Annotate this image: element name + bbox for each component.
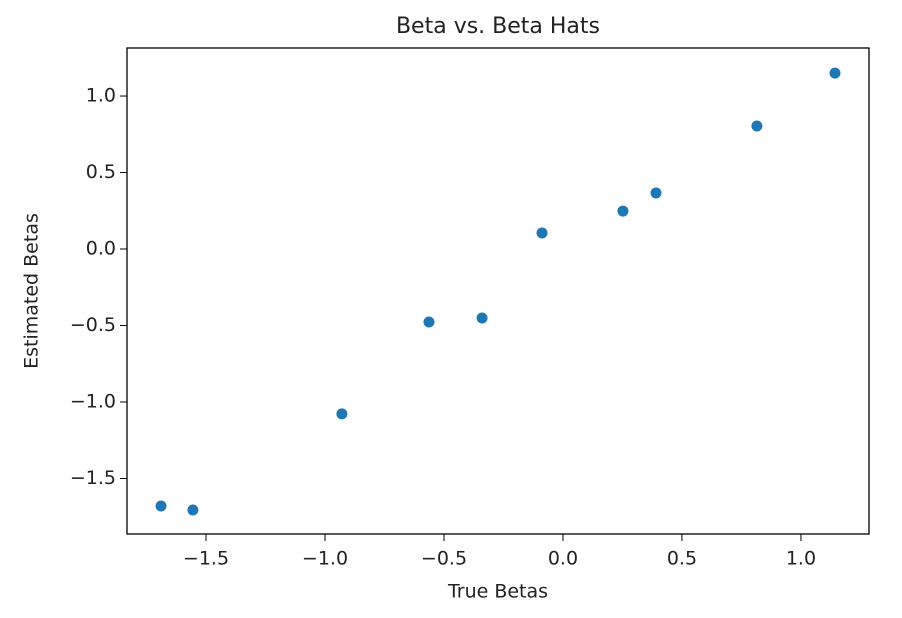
x-tick-label: −1.5 xyxy=(183,548,229,570)
point xyxy=(751,120,763,132)
y-tick-label: 1.0 xyxy=(86,85,116,107)
y-tick-label: −1.0 xyxy=(70,390,116,412)
plot-frame xyxy=(126,47,870,535)
x-tick-label: −1.0 xyxy=(302,548,348,570)
point xyxy=(187,504,199,516)
chart-title: Beta vs. Beta Hats xyxy=(396,14,600,39)
x-tick-label: 0.5 xyxy=(667,548,697,570)
x-axis-label: True Betas xyxy=(447,581,548,603)
y-tick-label: 0.5 xyxy=(86,161,116,183)
y-tick-label: 0.0 xyxy=(86,238,116,260)
point xyxy=(476,312,488,324)
point xyxy=(336,408,348,420)
y-tick-label: −1.5 xyxy=(70,467,116,489)
point xyxy=(650,187,662,199)
x-tick-label: 0.0 xyxy=(548,548,578,570)
point xyxy=(536,227,548,239)
point xyxy=(829,67,841,79)
y-tick-label: −0.5 xyxy=(70,314,116,336)
point xyxy=(155,500,167,512)
point xyxy=(423,316,435,328)
point xyxy=(617,205,629,217)
y-axis-label: Estimated Betas xyxy=(21,213,43,369)
x-tick-label: 1.0 xyxy=(786,548,816,570)
x-tick-label: −0.5 xyxy=(421,548,467,570)
